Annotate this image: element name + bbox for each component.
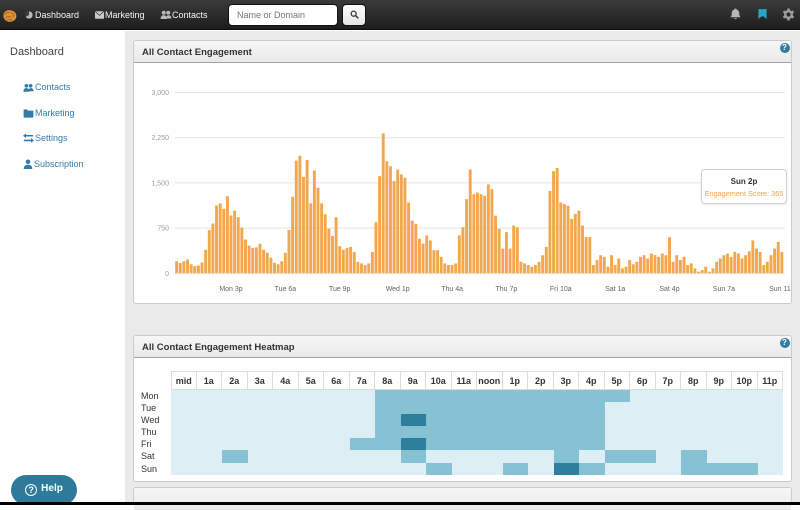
svg-text:Sun 11p: Sun 11p: [769, 286, 791, 293]
svg-text:Tue 9p: Tue 9p: [329, 286, 351, 293]
svg-text:Tue 6a: Tue 6a: [275, 286, 297, 293]
svg-text:Sat 4p: Sat 4p: [659, 286, 679, 293]
svg-text:2,250: 2,250: [151, 135, 169, 142]
svg-text:750: 750: [157, 226, 169, 233]
svg-text:Wed 1p: Wed 1p: [386, 286, 410, 293]
svg-text:Sun 7a: Sun 7a: [713, 286, 735, 293]
svg-text:1,500: 1,500: [151, 180, 169, 187]
svg-text:0: 0: [165, 271, 169, 278]
svg-text:Thu 7p: Thu 7p: [496, 286, 518, 293]
svg-text:Sat 1a: Sat 1a: [605, 286, 625, 293]
svg-text:Fri 10a: Fri 10a: [550, 286, 572, 293]
svg-text:Thu 4a: Thu 4a: [441, 286, 463, 293]
svg-text:Mon 3p: Mon 3p: [219, 286, 242, 293]
svg-text:3,000: 3,000: [151, 90, 169, 97]
